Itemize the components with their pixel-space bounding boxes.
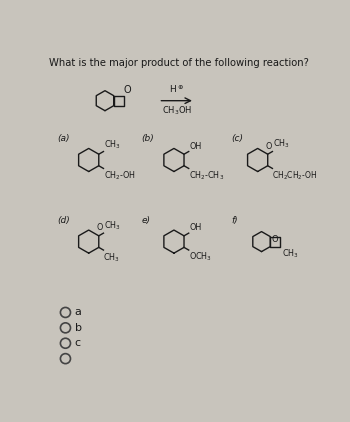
Text: O: O <box>265 142 272 151</box>
Text: What is the major product of the following reaction?: What is the major product of the followi… <box>49 58 309 68</box>
Text: OH: OH <box>189 223 202 233</box>
Text: a: a <box>75 308 82 317</box>
Text: CH$_3$: CH$_3$ <box>104 138 121 151</box>
Text: H$^\oplus$: H$^\oplus$ <box>169 84 184 95</box>
Text: CH$_3$: CH$_3$ <box>104 252 120 264</box>
Text: CH$_3$OH: CH$_3$OH <box>161 105 192 117</box>
Text: O: O <box>124 85 131 95</box>
Text: O: O <box>272 235 279 243</box>
Text: CH$_2$-OH: CH$_2$-OH <box>104 169 136 182</box>
Text: OH: OH <box>189 142 202 151</box>
Text: e): e) <box>141 216 150 225</box>
Text: CH$_2$CH$_2$-OH: CH$_2$CH$_2$-OH <box>272 170 318 182</box>
Text: O: O <box>96 223 103 233</box>
Text: f): f) <box>231 216 238 225</box>
Text: CH$_2$-CH$_3$: CH$_2$-CH$_3$ <box>189 169 225 182</box>
Text: b: b <box>75 323 82 333</box>
Text: (c): (c) <box>231 134 243 143</box>
Text: CH$_3$: CH$_3$ <box>282 247 299 260</box>
Text: c: c <box>75 338 81 348</box>
Text: (a): (a) <box>58 134 70 143</box>
Text: OCH$_3$: OCH$_3$ <box>189 251 213 263</box>
Text: CH$_3$: CH$_3$ <box>104 219 121 232</box>
Text: CH$_3$: CH$_3$ <box>273 138 290 150</box>
Text: (d): (d) <box>58 216 70 225</box>
Text: (b): (b) <box>141 134 154 143</box>
